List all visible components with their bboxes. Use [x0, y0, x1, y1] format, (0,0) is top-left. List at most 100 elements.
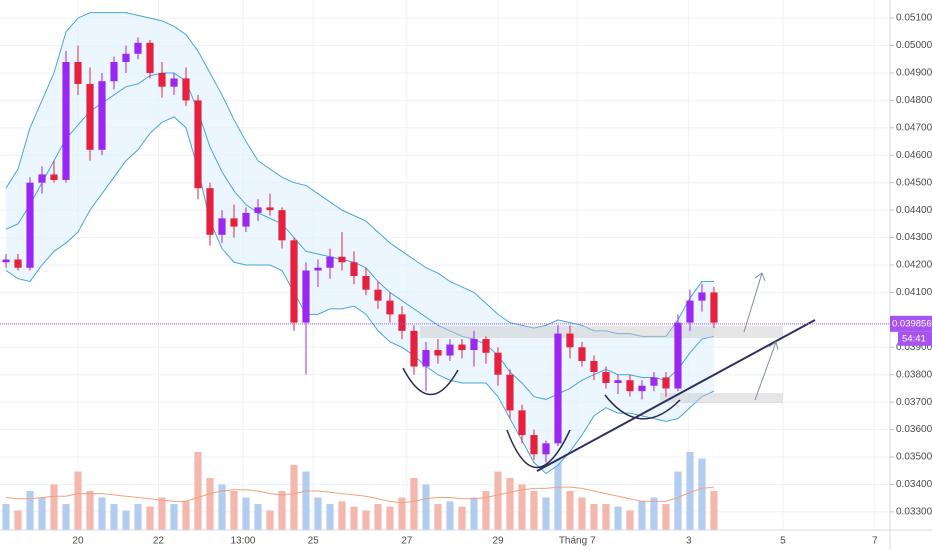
volume-bar — [422, 484, 430, 530]
candle-body — [398, 314, 406, 331]
candle-body — [554, 333, 562, 444]
x-tick-label: 5 — [780, 536, 786, 547]
candle-body — [254, 207, 262, 213]
volume-bar — [398, 497, 406, 530]
candle-body — [590, 361, 598, 372]
volume-bar — [314, 497, 322, 530]
candle-body — [710, 292, 718, 323]
volume-bar — [626, 510, 634, 530]
candle-body — [146, 42, 154, 73]
volume-bar — [86, 491, 94, 530]
candle-body — [494, 352, 502, 375]
candle-body — [290, 240, 298, 323]
candle-body — [50, 174, 58, 180]
volume-bar — [182, 501, 190, 530]
candle-body — [86, 83, 94, 150]
candle-body — [74, 61, 82, 84]
x-tick-label: 29 — [492, 536, 504, 547]
volume-bar — [230, 491, 238, 530]
volume-bar — [686, 452, 694, 530]
price-label: 0.039856 — [892, 318, 932, 329]
candle-body — [314, 267, 322, 271]
candle-body — [338, 256, 346, 263]
volume-bar — [410, 478, 418, 530]
volume-bar — [194, 452, 202, 530]
volume-bar — [242, 497, 250, 530]
volume-bar — [38, 497, 46, 530]
arrow-head — [754, 272, 766, 282]
volume-bar — [614, 506, 622, 530]
candle-body — [14, 259, 22, 268]
volume-bar — [170, 504, 178, 530]
drawings — [402, 272, 816, 472]
arrow-head — [768, 341, 779, 351]
volume-bar — [50, 484, 58, 530]
volume-bar — [674, 471, 682, 530]
candle-body — [626, 380, 634, 392]
volume-bar — [470, 497, 478, 530]
volume-bar — [206, 478, 214, 530]
volume-bar — [506, 478, 514, 530]
candle-body — [302, 270, 310, 323]
candle-body — [62, 61, 70, 180]
candle-body — [2, 259, 10, 263]
resistance-zone — [420, 326, 783, 338]
candle-body — [614, 380, 622, 383]
candle-body — [98, 81, 106, 150]
candle-body — [362, 275, 370, 290]
candle-body — [434, 350, 442, 356]
candle-body — [158, 72, 166, 87]
candle-body — [170, 78, 178, 87]
volume-bar — [110, 504, 118, 530]
x-tick-label: 20 — [72, 536, 84, 547]
arrow — [754, 341, 777, 401]
x-tick-label: 13:00 — [230, 536, 255, 547]
volume-bar — [266, 510, 274, 530]
volume-bar — [302, 471, 310, 530]
candle-body — [446, 344, 454, 356]
volume-pane — [2, 452, 718, 530]
volume-bar — [458, 506, 466, 530]
volume-bar — [326, 504, 334, 530]
volume-bar — [134, 504, 142, 530]
arrows — [743, 272, 779, 401]
volume-bar — [554, 458, 562, 530]
countdown-box — [898, 331, 932, 346]
candle-body — [194, 100, 202, 189]
candle-body — [518, 410, 526, 436]
cup-arc — [506, 429, 571, 469]
volume-bar — [638, 501, 646, 530]
candle-body — [218, 218, 226, 235]
candle-body — [278, 210, 286, 241]
candle-body — [506, 374, 514, 411]
candle-body — [638, 385, 646, 392]
candle-body — [578, 347, 586, 362]
trend-line — [536, 319, 816, 472]
volume-bar — [542, 497, 550, 530]
candle-body — [458, 344, 466, 351]
volume-bar — [566, 491, 574, 530]
volume-bar — [374, 504, 382, 530]
volume-bar — [14, 510, 22, 530]
candle-body — [134, 42, 142, 54]
volume-bar — [74, 471, 82, 530]
cup-arc — [604, 394, 681, 420]
candle-body — [662, 377, 670, 389]
volume-bar — [362, 510, 370, 530]
price-label-box — [890, 315, 932, 332]
volume-ma — [5, 486, 715, 504]
volume-bar — [350, 506, 358, 530]
candle-body — [698, 292, 706, 301]
volume-bar — [518, 484, 526, 530]
candle-body — [230, 218, 238, 227]
